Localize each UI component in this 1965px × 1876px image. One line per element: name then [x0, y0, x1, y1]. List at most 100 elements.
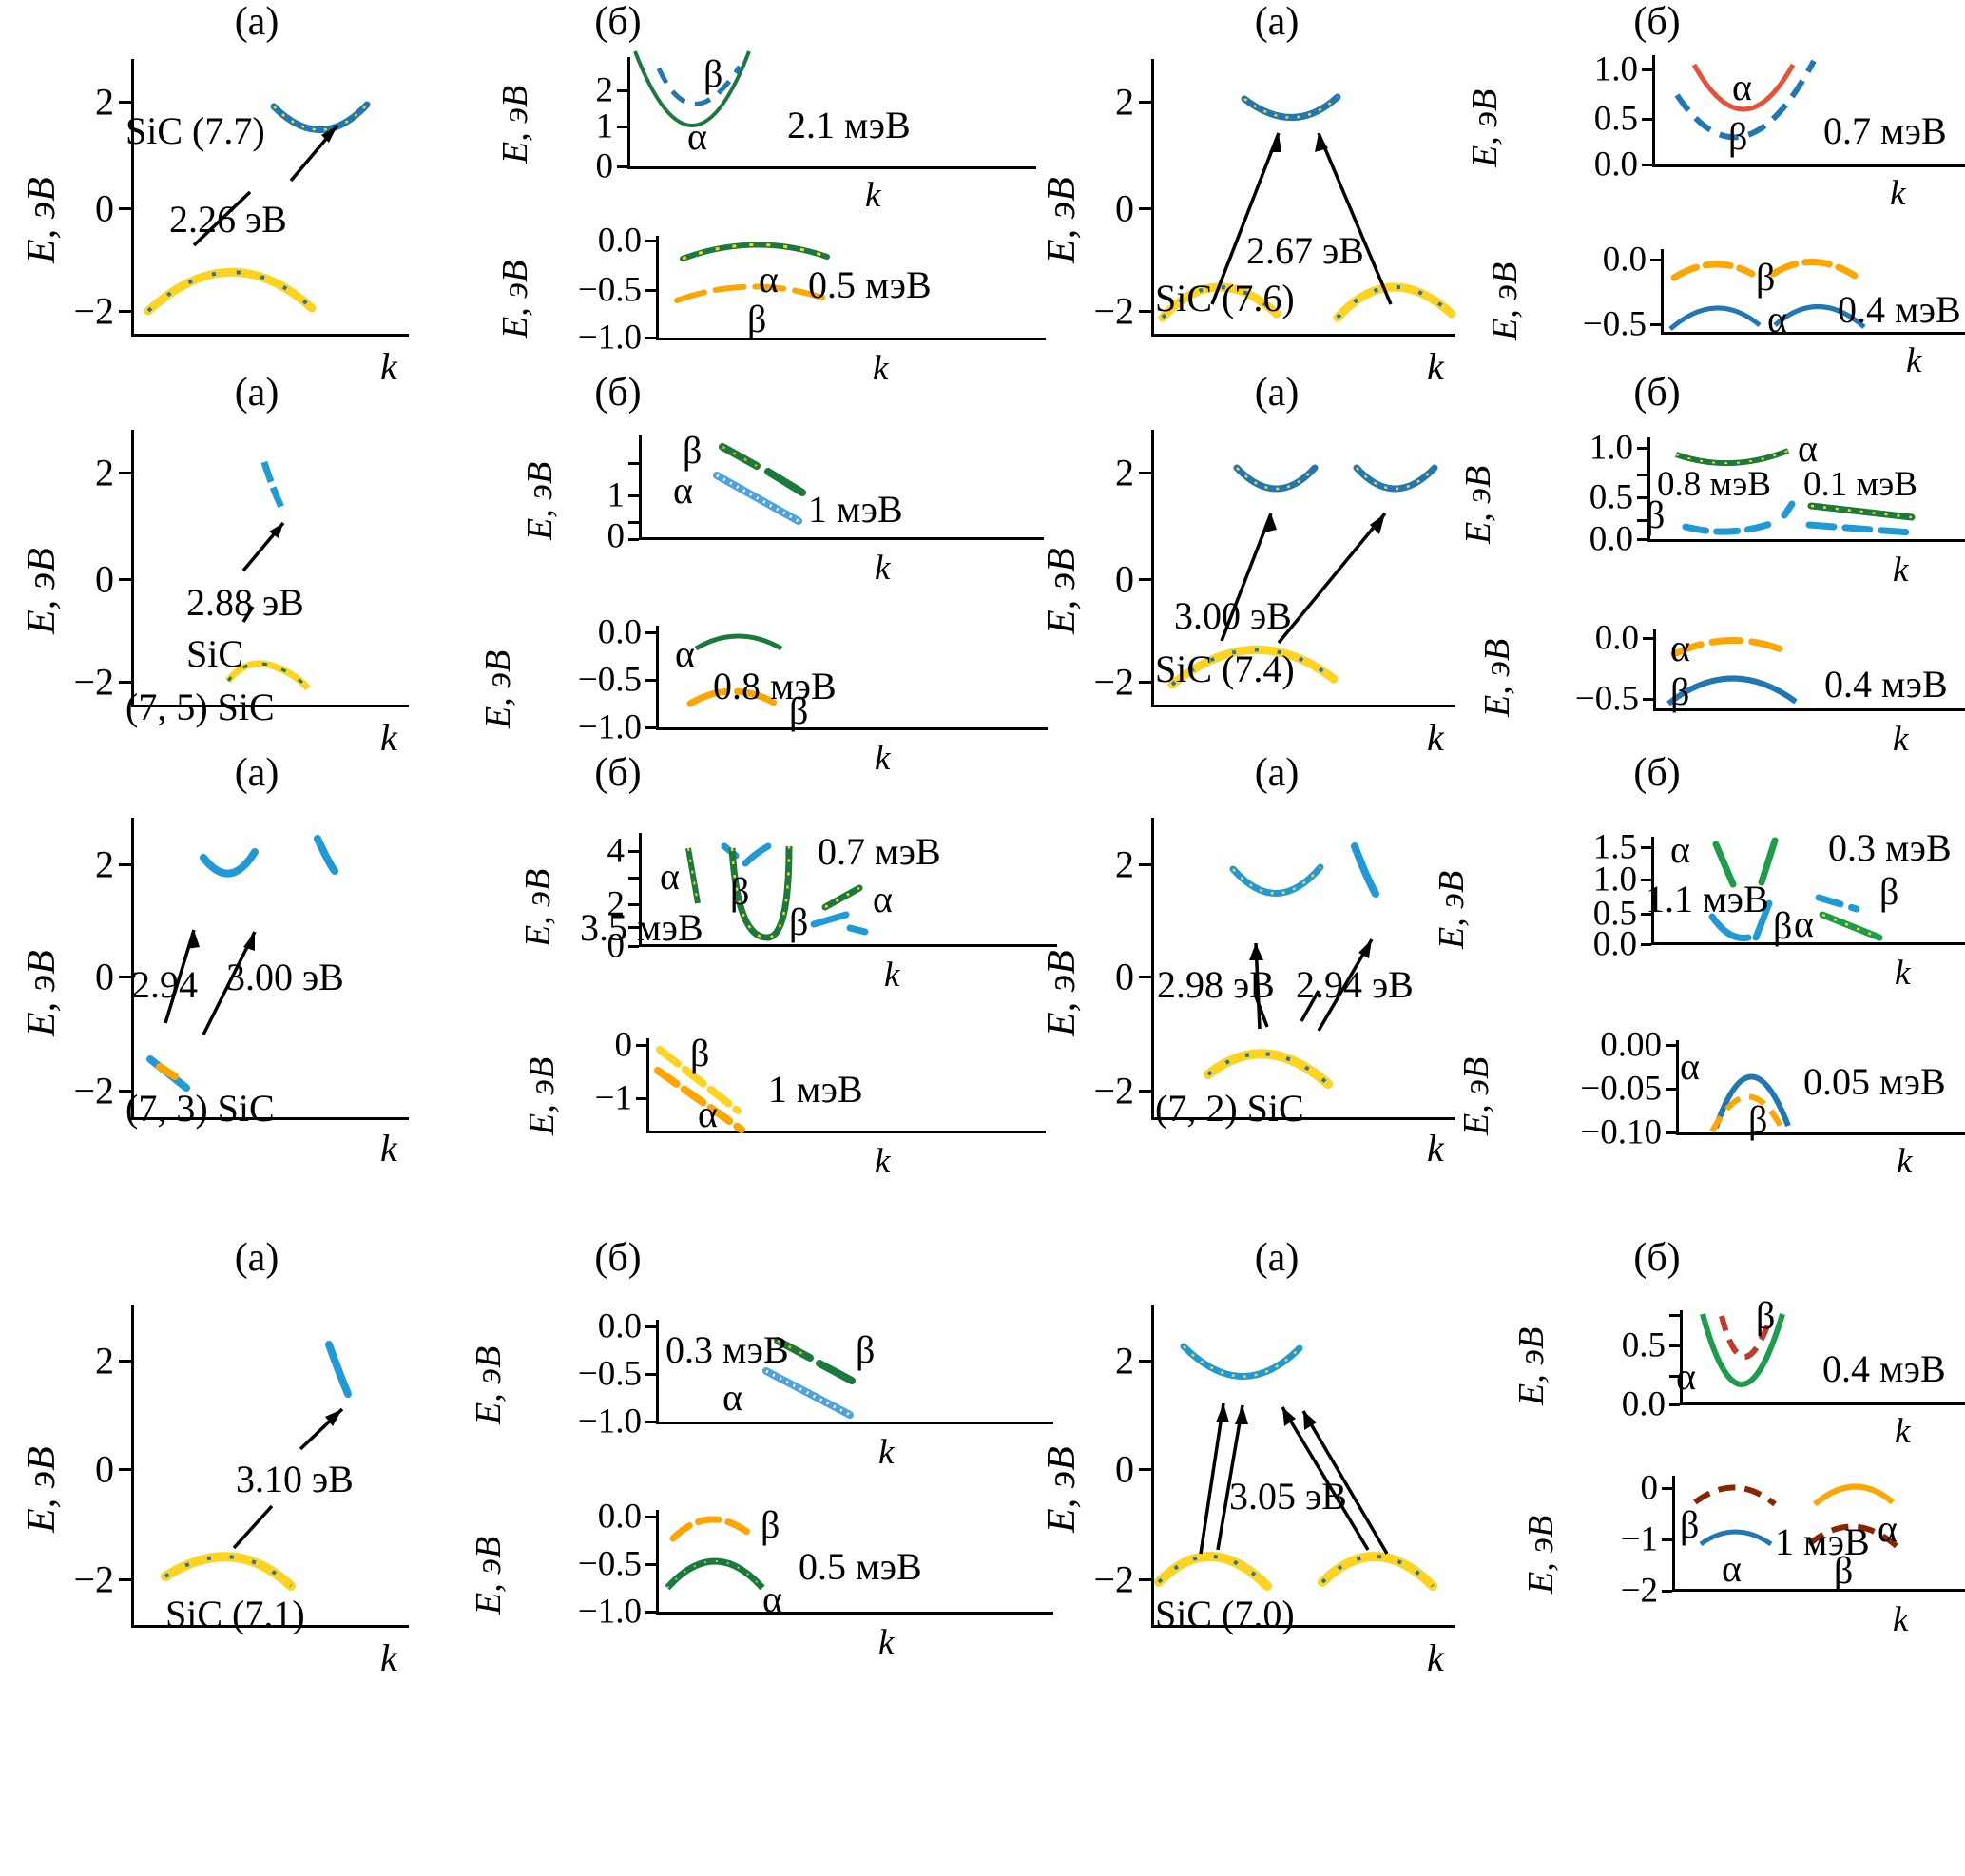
y-axis-label: E, эВ	[1485, 261, 1525, 340]
series-label-alpha: α	[1680, 1045, 1700, 1088]
main-axes: 2 0 −2 E, эВ k	[1040, 1305, 1455, 1679]
gap-arrow-group	[192, 124, 339, 247]
panel-b-title: (б)	[1633, 0, 1681, 44]
series-label-beta-2: β	[789, 900, 809, 943]
series-label-alpha: α	[762, 1577, 782, 1620]
y-tick-label: 1.0	[1589, 428, 1633, 468]
y-tick-label: 2	[95, 80, 114, 124]
main-bands-sic-7-1	[161, 1341, 352, 1591]
y-tick-label: 2	[95, 451, 114, 494]
panel-a-title: (a)	[234, 0, 279, 44]
sub-top-bands	[1674, 59, 1817, 141]
x-axis-label: k	[875, 739, 891, 778]
y-axis-label: E, эВ	[20, 1446, 64, 1533]
sub-bottom-chart-sic-7-5: 0.0 −0.5 −1.0 E, эВ k α β 0.8 мэВ	[478, 613, 1048, 778]
sub-axes: 0.0 −0.5 E, эВ k	[1477, 619, 1965, 759]
series-label-alpha: α	[722, 1376, 742, 1419]
y-axis-label: E, эВ	[1512, 1326, 1551, 1405]
main-bands-sic-7-2	[1204, 842, 1379, 1089]
series-label-beta: β	[789, 689, 809, 732]
splitting-label: 1 мэВ	[808, 488, 903, 531]
y-tick-label: 0	[95, 186, 114, 230]
y-axis-label: E, эВ	[495, 85, 535, 164]
material-label: SiC (7.4)	[1155, 648, 1295, 690]
y-tick-label: −2	[73, 289, 114, 333]
series-label-beta: β	[1756, 256, 1776, 299]
gap-label-2: 2.94 эВ	[1296, 963, 1414, 1006]
sub-bottom-bands	[1709, 1073, 1791, 1133]
y-tick-label: −1.0	[577, 1592, 642, 1632]
series-label-alpha: α	[1670, 828, 1690, 871]
sub-bottom-bands	[1666, 637, 1798, 706]
y-axis-label: E, эВ	[469, 1536, 509, 1615]
y-tick-label: 0	[95, 1447, 114, 1491]
y-tick-label: −0.5	[577, 1354, 642, 1394]
y-tick-label: 0.00	[1600, 1025, 1662, 1065]
panel-sic-7-1: (a) (б) 2 0 −2 E, эВ k SiC (7.1) 3.10 эВ…	[0, 1217, 1053, 1876]
panel-b-title: (б)	[1633, 751, 1681, 795]
panel-sic-7-2: (a) (б) 2 0 −2 E, эВ k (7, 2) SiC 2.98 э…	[982, 742, 1965, 1217]
y-tick-label: 0	[1640, 1468, 1659, 1508]
sub-axes: 0.0 −0.5 −1.0 E, эВ k	[495, 222, 1046, 388]
series-label-beta: α	[1670, 627, 1690, 669]
main-bands-sic-7-3	[146, 835, 338, 1092]
x-axis-label: k	[875, 549, 891, 588]
main-axes: 2 0 −2 E, эВ k	[20, 430, 409, 759]
series-label-alpha: α	[759, 258, 779, 300]
main-chart-sic-7-1: 2 0 −2 E, эВ k SiC (7.1) 3.10 эВ	[20, 1305, 409, 1679]
series-label-alpha: α	[1676, 1355, 1696, 1398]
y-tick-label: −2	[73, 660, 114, 704]
y-axis-line	[131, 59, 134, 337]
main-bands-sic-7-0	[1154, 1343, 1437, 1591]
x-axis-label: k	[878, 1433, 895, 1472]
splitting-label: 0.4 мэВ	[1822, 1347, 1946, 1390]
y-tick-label: 0.0	[1621, 1384, 1666, 1424]
panel-sic-7-5: (a) (б) 2 0 −2 E, эВ k 2.88 эВ SiC (7, 5…	[0, 371, 1048, 778]
main-axes: 2 0 −2 E, эВ k	[20, 1305, 409, 1679]
gap-label: 3.00 эВ	[1174, 594, 1292, 637]
y-tick-label: 0	[1115, 955, 1134, 998]
panel-a-title: (a)	[234, 1236, 279, 1280]
sub-axes: 1.0 0.5 0.0 E, эВ k	[1458, 429, 1965, 590]
series-label-beta: β	[747, 298, 767, 340]
y-tick-label: −2	[1093, 660, 1134, 704]
y-tick-label: 0	[1115, 186, 1134, 230]
material-label-extra: SiC	[186, 632, 244, 675]
y-tick-label: 0.0	[1593, 145, 1638, 184]
y-tick-label: −2	[1093, 289, 1134, 333]
sub-top-chart-sic-7-2: 1.5 1.0 0.5 0.0 E, эВ k α β α β 0.3 мэВ …	[1432, 826, 1965, 993]
series-label-beta: β	[1748, 1098, 1768, 1141]
gap-label-1: 2.94	[131, 963, 198, 1006]
y-tick-label: 0.5	[1593, 99, 1638, 139]
panel-sic-7-7: (a) (б) 2 0 −2 E, эВ k SiC (7.7) 2.26 эВ	[0, 0, 1046, 388]
y-axis-label: E, эВ	[1040, 1446, 1084, 1533]
sub-bottom-chart-sic-7-7: 0.0 −0.5 −1.0 E, эВ k α β 0.5 мэВ	[495, 222, 1046, 388]
sub-top-bands	[1675, 448, 1916, 536]
sub-bottom-chart-sic-7-0: 0 −1 −2 E, эВ k β α α β 1 мэВ	[1521, 1469, 1965, 1639]
sub-top-chart-sic-7-6: 1.0 0.5 0.0 E, эВ k α β 0.7 мэВ	[1465, 50, 1965, 213]
series-label-alpha: α	[1767, 298, 1787, 340]
panel-sic-7-4: (a) (б) 2 0 −2 E, эВ k SiC (7.4) 3.00 эВ	[982, 371, 1965, 759]
sub-top-bands	[1700, 1313, 1785, 1387]
y-tick-label: 0.0	[1602, 240, 1647, 280]
splitting-label: 0.3 мэВ	[665, 1328, 789, 1371]
gap-label: 3.10 эВ	[236, 1458, 354, 1500]
y-tick-label: 0	[1115, 1447, 1134, 1491]
x-axis-line	[131, 334, 409, 337]
splitting-label: 0.4 мэВ	[1838, 288, 1961, 331]
x-axis-label: k	[1893, 1600, 1909, 1639]
y-tick-label: −1.0	[577, 1402, 642, 1441]
y-axis-label: E, эВ	[478, 649, 518, 728]
gap-label-1: 2.98 эВ	[1157, 963, 1275, 1006]
splitting-label: 0.05 мэВ	[1803, 1060, 1946, 1103]
sub-axes: 0.0 −0.5 E, эВ k	[1485, 241, 1965, 380]
y-tick-label: −2	[73, 1069, 114, 1112]
y-axis-label: E, эВ	[1477, 638, 1517, 717]
y-tick-label: 1.5	[1592, 827, 1637, 867]
sub-bottom-chart-sic-7-2: 0.00 −0.05 −0.10 E, эВ k α β 0.05 мэВ	[1456, 1026, 1965, 1181]
x-axis-label: k	[380, 1127, 397, 1170]
panel-sic-7-6: (a) (б) 2 0 −2 E, эВ k SiC (7.6) 2.67 эВ	[982, 0, 1965, 388]
x-axis-label: k	[1897, 1142, 1913, 1181]
sub-top-bands	[713, 443, 806, 525]
